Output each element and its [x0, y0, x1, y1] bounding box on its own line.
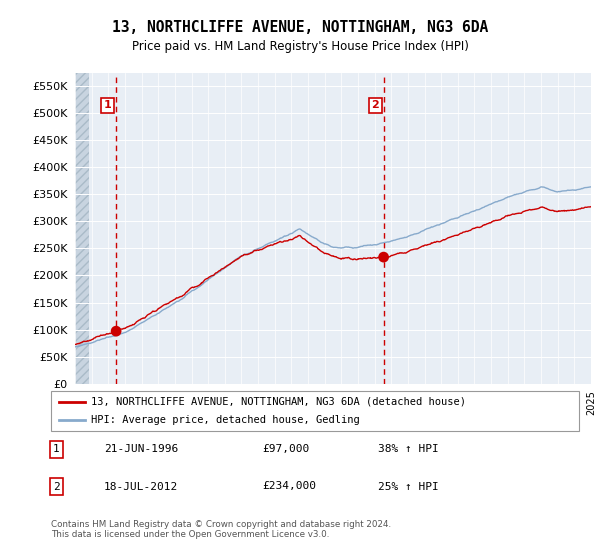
- Text: 21-JUN-1996: 21-JUN-1996: [104, 445, 178, 454]
- Text: £97,000: £97,000: [262, 445, 310, 454]
- Text: 18-JUL-2012: 18-JUL-2012: [104, 482, 178, 492]
- Text: Contains HM Land Registry data © Crown copyright and database right 2024.
This d: Contains HM Land Registry data © Crown c…: [51, 520, 391, 539]
- Text: HPI: Average price, detached house, Gedling: HPI: Average price, detached house, Gedl…: [91, 416, 359, 425]
- FancyBboxPatch shape: [51, 391, 579, 431]
- Bar: [75, 73, 89, 384]
- Point: [112, 326, 121, 335]
- Text: £234,000: £234,000: [262, 482, 316, 492]
- Text: 25% ↑ HPI: 25% ↑ HPI: [379, 482, 439, 492]
- Text: 13, NORTHCLIFFE AVENUE, NOTTINGHAM, NG3 6DA (detached house): 13, NORTHCLIFFE AVENUE, NOTTINGHAM, NG3 …: [91, 397, 466, 407]
- Text: Price paid vs. HM Land Registry's House Price Index (HPI): Price paid vs. HM Land Registry's House …: [131, 40, 469, 53]
- Text: 38% ↑ HPI: 38% ↑ HPI: [379, 445, 439, 454]
- Text: 13, NORTHCLIFFE AVENUE, NOTTINGHAM, NG3 6DA: 13, NORTHCLIFFE AVENUE, NOTTINGHAM, NG3 …: [112, 20, 488, 35]
- Text: 2: 2: [371, 100, 379, 110]
- Point: [379, 253, 388, 262]
- Text: 1: 1: [53, 445, 59, 454]
- Text: 1: 1: [104, 100, 112, 110]
- Text: 2: 2: [53, 482, 59, 492]
